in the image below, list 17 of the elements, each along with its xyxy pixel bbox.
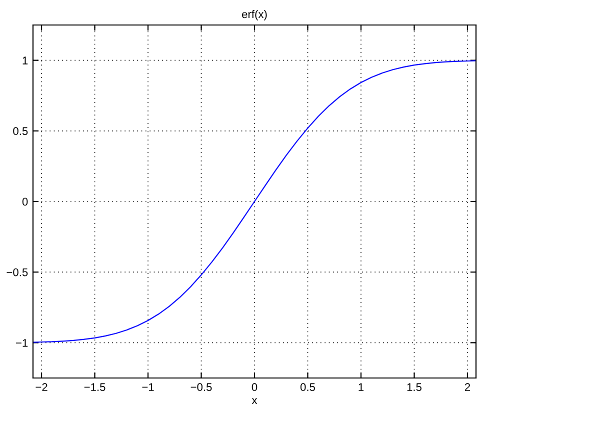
x-tick-label: −1.5 [84,383,106,392]
x-tick-label: −2 [36,383,48,391]
x-tick-label: −0.5 [190,383,212,392]
x-tick-label: 1.5 [407,383,422,392]
y-tick-label: −1 [16,339,28,347]
x-tick-label: 0 [252,383,258,392]
chart-title: erf(x) [242,10,267,20]
y-tick-label: 0.5 [13,127,28,136]
x-tick-label: 2 [464,383,470,391]
y-tick-label: 0 [22,198,28,206]
y-tick-label: −0.5 [6,268,28,276]
x-tick-label: −1 [142,383,154,391]
line-series [33,60,476,343]
x-axis-title: x [252,398,258,404]
x-tick-label: 0.5 [300,383,316,392]
y-tick-label: 1 [22,56,28,64]
x-tick-label: 1 [358,383,364,391]
